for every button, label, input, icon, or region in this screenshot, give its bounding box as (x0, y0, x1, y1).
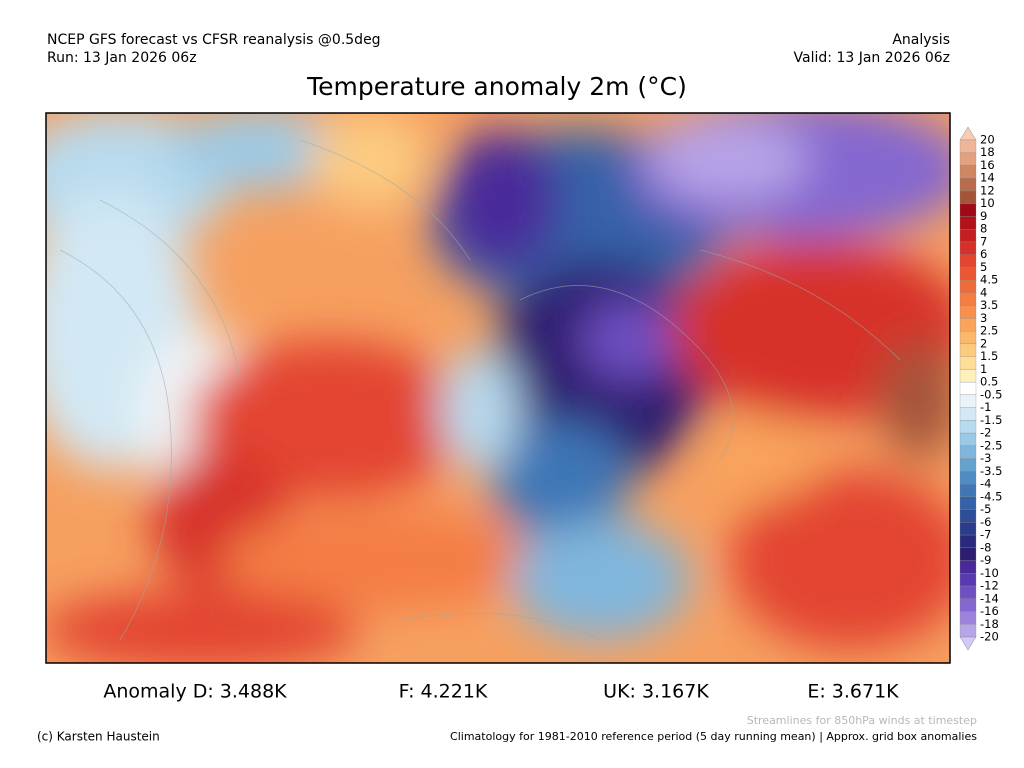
colorbar-label: -6 (980, 515, 991, 529)
colorbar-swatch (959, 318, 977, 332)
header-right-1: Analysis (892, 32, 950, 48)
colorbar-label: 16 (980, 158, 995, 172)
colorbar-swatch (959, 178, 977, 192)
colorbar-label: -18 (980, 617, 999, 631)
map (46, 113, 950, 663)
colorbar-label: -1.5 (980, 413, 1002, 427)
colorbar-label: -10 (980, 566, 999, 580)
colorbar-label: -2.5 (980, 438, 1002, 452)
colorbar-label: -3.5 (980, 464, 1002, 478)
colorbar-label: 14 (980, 171, 995, 185)
colorbar-label: 20 (980, 133, 995, 147)
colorbar-swatch (959, 624, 977, 638)
colorbar-label: 3 (980, 311, 987, 325)
colorbar-label: 18 (980, 145, 995, 159)
colorbar-swatch (959, 203, 977, 217)
streamline-note: Streamlines for 850hPa winds at timestep (747, 714, 977, 727)
colorbar-swatch (959, 611, 977, 625)
credit: (c) Karsten Haustein (37, 730, 160, 744)
colorbar-swatch (959, 331, 977, 345)
colorbar-label: -12 (980, 579, 999, 593)
colorbar-label: 1 (980, 362, 987, 376)
colorbar-label: 10 (980, 196, 995, 210)
colorbar-swatch (959, 369, 977, 383)
map-frame (45, 112, 951, 664)
colorbar-swatch (959, 534, 977, 548)
colorbar-label: -16 (980, 604, 999, 618)
colorbar-label: -8 (980, 540, 991, 554)
colorbar-swatch (959, 267, 977, 281)
colorbar-swatch (959, 254, 977, 268)
colorbar-swatch (959, 432, 977, 446)
streamlines (59, 139, 901, 641)
colorbar-label: -4.5 (980, 489, 1002, 503)
colorbar-swatch (959, 343, 977, 357)
colorbar-swatch (959, 445, 977, 459)
colorbar-swatch (959, 560, 977, 574)
colorbar-swatch (959, 573, 977, 587)
colorbar: 201816141210987654.543.532.521.510.5-0.5… (959, 126, 1002, 651)
colorbar-swatch (959, 241, 977, 255)
climatology-note: Climatology for 1981-2010 reference peri… (450, 730, 977, 743)
colorbar-swatch (959, 165, 977, 179)
colorbar-swatch (959, 229, 977, 243)
colorbar-label: -2 (980, 426, 991, 440)
colorbar-swatch (959, 190, 977, 204)
colorbar-swatch (959, 420, 977, 434)
anomaly-d: Anomaly D: 3.488K (103, 681, 287, 703)
colorbar-swatch (959, 547, 977, 561)
colorbar-label: 5 (980, 260, 987, 274)
colorbar-label: 4 (980, 285, 987, 299)
colorbar-swatch (959, 483, 977, 497)
anomaly-uk: UK: 3.167K (603, 681, 709, 703)
colorbar-label: 9 (980, 209, 987, 223)
colorbar-label: 12 (980, 183, 995, 197)
colorbar-swatch (959, 305, 977, 319)
colorbar-label: 7 (980, 234, 987, 248)
header-left-2: Run: 13 Jan 2026 06z (47, 50, 197, 66)
colorbar-label: 2.5 (980, 324, 998, 338)
anomaly-e: E: 3.671K (807, 681, 899, 703)
map-title: Temperature anomaly 2m (°C) (306, 72, 687, 101)
colorbar-label: 6 (980, 247, 987, 261)
colorbar-swatch (959, 407, 977, 421)
colorbar-swatch (959, 280, 977, 294)
colorbar-swatch (959, 356, 977, 370)
colorbar-label: 4.5 (980, 273, 998, 287)
colorbar-label: 8 (980, 222, 987, 236)
colorbar-swatch (959, 522, 977, 536)
colorbar-label: -20 (980, 630, 999, 644)
colorbar-label: 0.5 (980, 375, 998, 389)
colorbar-swatch (959, 394, 977, 408)
colorbar-swatch (959, 381, 977, 396)
colorbar-label: -1 (980, 400, 991, 414)
colorbar-label: 3.5 (980, 298, 998, 312)
colorbar-swatch (959, 471, 977, 485)
colorbar-label: -9 (980, 553, 991, 567)
colorbar-label: -14 (980, 591, 999, 605)
colorbar-label: -3 (980, 451, 991, 465)
header-left-1: NCEP GFS forecast vs CFSR reanalysis @0.… (47, 32, 381, 48)
colorbar-triangle (959, 636, 977, 651)
colorbar-swatch (959, 216, 977, 230)
colorbar-swatch (959, 458, 977, 472)
colorbar-swatch (959, 585, 977, 599)
colorbar-swatch (959, 152, 977, 166)
colorbar-label: 1.5 (980, 349, 998, 363)
colorbar-swatch (959, 598, 977, 612)
anomaly-f: F: 4.221K (399, 681, 488, 703)
colorbar-label: 2 (980, 336, 987, 350)
colorbar-swatch (959, 292, 977, 306)
colorbar-triangle (959, 126, 977, 141)
colorbar-swatch (959, 139, 977, 153)
colorbar-swatch (959, 496, 977, 510)
colorbar-label: -5 (980, 502, 991, 516)
colorbar-swatch (959, 509, 977, 523)
colorbar-label: -4 (980, 477, 991, 491)
colorbar-label: -0.5 (980, 387, 1002, 401)
header-right-2: Valid: 13 Jan 2026 06z (794, 50, 950, 66)
colorbar-label: -7 (980, 528, 991, 542)
